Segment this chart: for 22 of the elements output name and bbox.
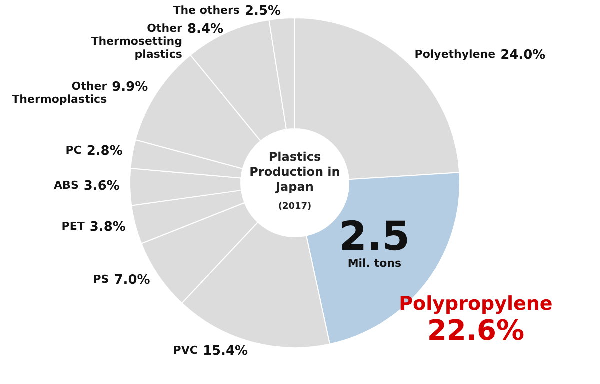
data-label: 2.5% — [244, 4, 282, 19]
data-label: 2.8% — [86, 144, 123, 160]
slice-label: Other Thermoplastics — [11, 80, 108, 106]
data-label: 7.0% — [114, 273, 150, 288]
slice-label: Polyethylene — [414, 48, 496, 61]
data-label: 8.4% — [187, 22, 224, 37]
data-label: 24.0% — [500, 48, 546, 63]
data-label: 9.9% — [112, 80, 148, 95]
data-label: 15.4% — [202, 344, 248, 359]
data-label: 22.6% — [427, 314, 525, 347]
slice-label: PC — [66, 144, 82, 158]
text: Plastics Production in Japan — [248, 150, 342, 195]
data-label: 3.6% — [84, 179, 120, 194]
slice-label: PET — [62, 220, 85, 233]
slice-label: PVC — [173, 344, 198, 357]
data-label: 3.8% — [90, 220, 126, 235]
slice-label: The others — [173, 4, 240, 17]
slice-label: PS — [93, 273, 110, 286]
slice-label: Polypropylene — [399, 292, 553, 315]
slice-label: ABS — [54, 179, 79, 192]
slice-label: Other Thermosetting plastics — [90, 22, 182, 61]
text: (2017) — [277, 202, 313, 212]
